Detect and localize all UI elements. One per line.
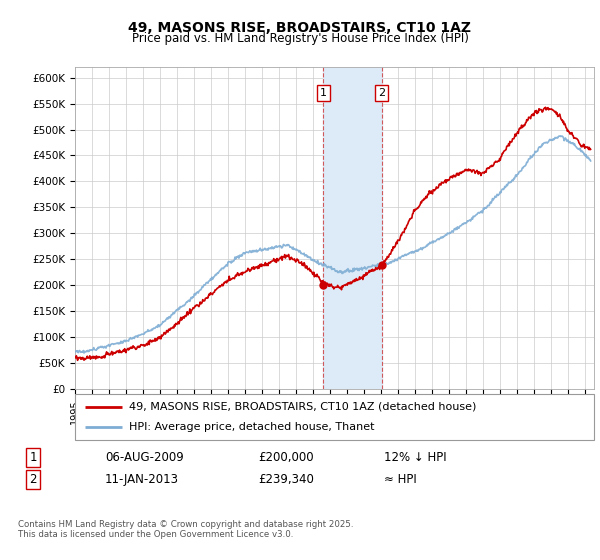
Text: HPI: Average price, detached house, Thanet: HPI: Average price, detached house, Than… [130,422,375,432]
Text: 2: 2 [378,88,385,98]
Text: 12% ↓ HPI: 12% ↓ HPI [384,451,446,464]
Text: 06-AUG-2009: 06-AUG-2009 [105,451,184,464]
FancyBboxPatch shape [75,394,594,440]
Bar [323,67,382,389]
Text: 1: 1 [320,88,327,98]
Text: Contains HM Land Registry data © Crown copyright and database right 2025.
This d: Contains HM Land Registry data © Crown c… [18,520,353,539]
Text: £200,000: £200,000 [258,451,314,464]
Text: 1: 1 [29,451,37,464]
Text: 49, MASONS RISE, BROADSTAIRS, CT10 1AZ: 49, MASONS RISE, BROADSTAIRS, CT10 1AZ [128,21,472,35]
Text: 49, MASONS RISE, BROADSTAIRS, CT10 1AZ (detached house): 49, MASONS RISE, BROADSTAIRS, CT10 1AZ (… [130,402,477,412]
Text: Price paid vs. HM Land Registry's House Price Index (HPI): Price paid vs. HM Land Registry's House … [131,32,469,45]
Text: £239,340: £239,340 [258,473,314,487]
Text: ≈ HPI: ≈ HPI [384,473,417,487]
Text: 2: 2 [29,473,37,487]
Text: 11-JAN-2013: 11-JAN-2013 [105,473,179,487]
